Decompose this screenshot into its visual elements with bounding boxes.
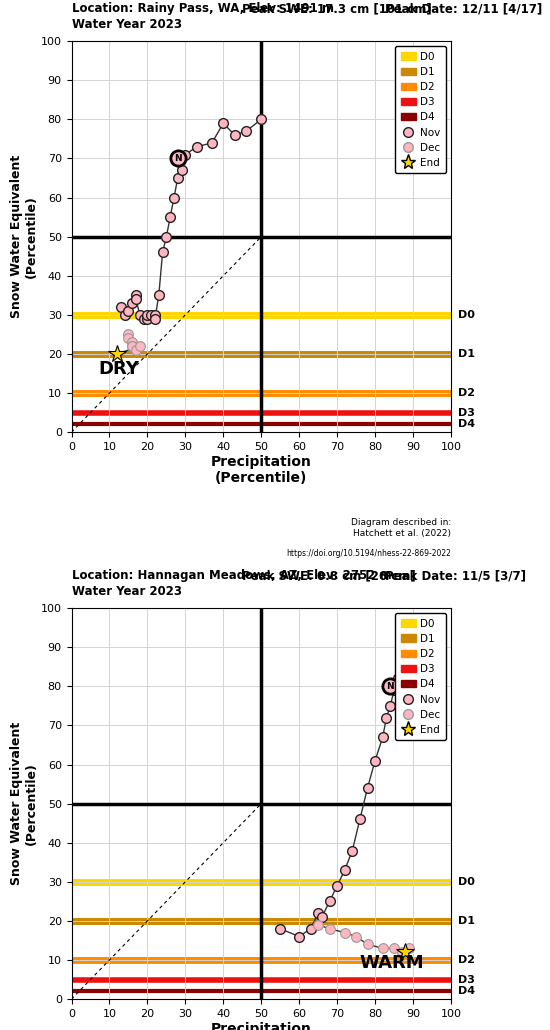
Text: Location: Rainy Pass, WA, Elev: 1491 m: Location: Rainy Pass, WA, Elev: 1491 m [72, 2, 333, 15]
Text: Water Year 2023: Water Year 2023 [72, 585, 182, 597]
Text: Peak SWE: 17.3 cm [101 cm]: Peak SWE: 17.3 cm [101 cm] [242, 2, 432, 15]
X-axis label: Precipitation
(Percentile): Precipitation (Percentile) [211, 1022, 312, 1030]
Text: Peak SWE: 0.8 cm [26 cm]: Peak SWE: 0.8 cm [26 cm] [242, 570, 416, 582]
X-axis label: Precipitation
(Percentile): Precipitation (Percentile) [211, 454, 312, 485]
Text: WARM: WARM [360, 954, 425, 972]
Text: Peak Date: 11/5 [3/7]: Peak Date: 11/5 [3/7] [385, 570, 526, 582]
Text: https://doi.org/10.5194/nhess-22-869-2022: https://doi.org/10.5194/nhess-22-869-202… [286, 549, 451, 558]
Y-axis label: Snow Water Equivalent
(Percentile): Snow Water Equivalent (Percentile) [10, 722, 38, 885]
Text: D0: D0 [458, 877, 475, 887]
Text: D4: D4 [458, 419, 475, 430]
Y-axis label: Snow Water Equivalent
(Percentile): Snow Water Equivalent (Percentile) [10, 156, 38, 318]
Text: D4: D4 [458, 987, 475, 996]
Text: D3: D3 [458, 974, 475, 985]
Legend: D0, D1, D2, D3, D4, Nov, Dec, End: D0, D1, D2, D3, D4, Nov, Dec, End [395, 46, 446, 173]
Text: Diagram described in:
Hatchett et al. (2022): Diagram described in: Hatchett et al. (2… [351, 518, 451, 538]
Text: D1: D1 [458, 349, 475, 359]
Text: D1: D1 [458, 916, 475, 926]
Text: D2: D2 [458, 388, 475, 398]
Text: Water Year 2023: Water Year 2023 [72, 18, 182, 31]
Legend: D0, D1, D2, D3, D4, Nov, Dec, End: D0, D1, D2, D3, D4, Nov, Dec, End [395, 613, 446, 741]
Text: DRY: DRY [98, 359, 139, 378]
Text: D0: D0 [458, 310, 475, 320]
Text: Location: Hannagan Meadows, AZ, Elev: 2752 m: Location: Hannagan Meadows, AZ, Elev: 27… [72, 570, 391, 582]
Text: Peak Date: 12/11 [4/17]: Peak Date: 12/11 [4/17] [385, 2, 542, 15]
Text: D3: D3 [458, 408, 475, 417]
Text: N: N [387, 682, 394, 691]
Text: D2: D2 [458, 955, 475, 965]
Text: N: N [174, 154, 182, 163]
